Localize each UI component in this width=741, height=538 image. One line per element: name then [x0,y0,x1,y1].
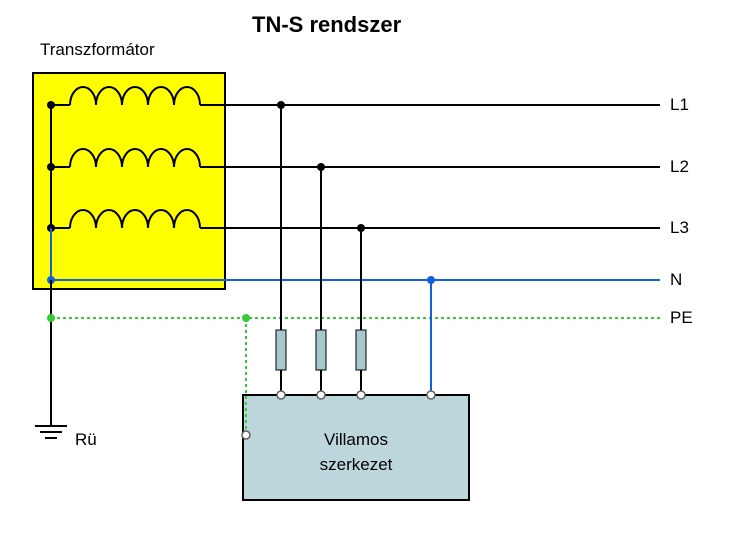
line-label-L3: L3 [670,218,689,238]
line-label-N: N [670,270,682,290]
diagram-svg [0,0,741,533]
device-label-2: szerkezet [243,455,469,475]
line-label-PE: PE [670,308,693,328]
ground-label: Rü [75,430,97,450]
transformer-label: Transzformátor [40,40,155,60]
line-label-L2: L2 [670,157,689,177]
device-label-1: Villamos [243,430,469,450]
line-label-L1: L1 [670,95,689,115]
diagram-title: TN-S rendszer [252,12,401,38]
